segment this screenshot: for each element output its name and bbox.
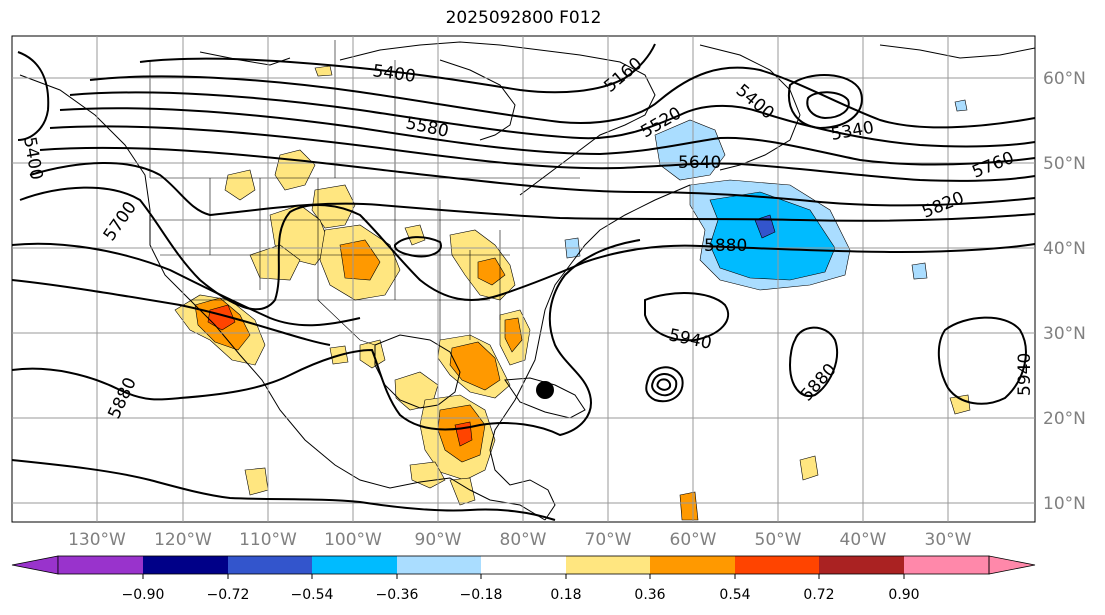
lon-label: 130°W [68, 530, 126, 550]
colorbar-swatch [397, 556, 481, 574]
lon-label: 50°W [755, 530, 802, 550]
lon-label: 40°W [840, 530, 887, 550]
lat-label: 50°N [1043, 154, 1086, 174]
colorbar-swatch [735, 556, 819, 574]
colorbar-tick-label: −0.72 [207, 587, 250, 603]
lon-label: 80°W [500, 530, 547, 550]
contour-label: 5640 [678, 153, 721, 173]
lat-label: 60°N [1043, 69, 1086, 89]
colorbar-swatch [228, 556, 312, 574]
lon-label: 30°W [925, 530, 972, 550]
storm-center-marker [536, 381, 554, 399]
colorbar-swatch [58, 556, 143, 574]
colorbar-tick-label: −0.36 [376, 587, 419, 603]
contour-label: 5940 [1015, 353, 1035, 396]
colorbar-swatch [650, 556, 735, 574]
lon-label: 60°W [670, 530, 717, 550]
contour-label: 5880 [704, 236, 747, 256]
lon-label: 110°W [239, 530, 297, 550]
latitude-labels: 60°N 50°N 40°N 30°N 20°N 10°N [1043, 69, 1086, 514]
colorbar-tick-label: 0.72 [803, 587, 834, 603]
colorbar-tick-label: 0.54 [719, 587, 750, 603]
lat-label: 10°N [1043, 494, 1086, 514]
colorbar-extend-right [988, 555, 1036, 575]
colorbar-tick-label: 0.36 [634, 587, 665, 603]
colorbar-tick-label: 0.18 [550, 587, 581, 603]
lat-label: 30°N [1043, 324, 1086, 344]
map-title: 2025092800 F012 [445, 8, 602, 28]
colorbar-swatch [904, 556, 989, 574]
colorbar-swatch [481, 556, 566, 574]
lon-label: 70°W [585, 530, 632, 550]
longitude-labels: 130°W 120°W 110°W 100°W 90°W 80°W 70°W 6… [68, 530, 972, 550]
political-boundaries [149, 40, 580, 346]
colorbar-tick-label: −0.18 [460, 587, 503, 603]
negative-anomaly-shading [564, 99, 968, 291]
colorbar: −0.90 −0.72 −0.54 −0.36 −0.18 0.18 0.36 … [11, 555, 1036, 603]
colorbar-tick-label: −0.54 [291, 587, 334, 603]
colorbar-extend-left [11, 555, 59, 575]
colorbar-swatch [312, 556, 397, 574]
colorbar-tick-label: 0.90 [888, 587, 919, 603]
colorbar-tick-labels: −0.90 −0.72 −0.54 −0.36 −0.18 0.18 0.36 … [122, 587, 920, 603]
colorbar-swatch [143, 556, 228, 574]
lat-label: 40°N [1043, 239, 1086, 259]
height-contours [11, 43, 1036, 521]
colorbar-tick-label: −0.90 [122, 587, 165, 603]
lon-label: 120°W [154, 530, 212, 550]
colorbar-swatch [819, 556, 904, 574]
lon-label: 100°W [324, 530, 382, 550]
lon-label: 90°W [415, 530, 462, 550]
colorbar-swatch [566, 556, 650, 574]
lat-label: 20°N [1043, 409, 1086, 429]
colorbar-ticks [142, 574, 905, 579]
